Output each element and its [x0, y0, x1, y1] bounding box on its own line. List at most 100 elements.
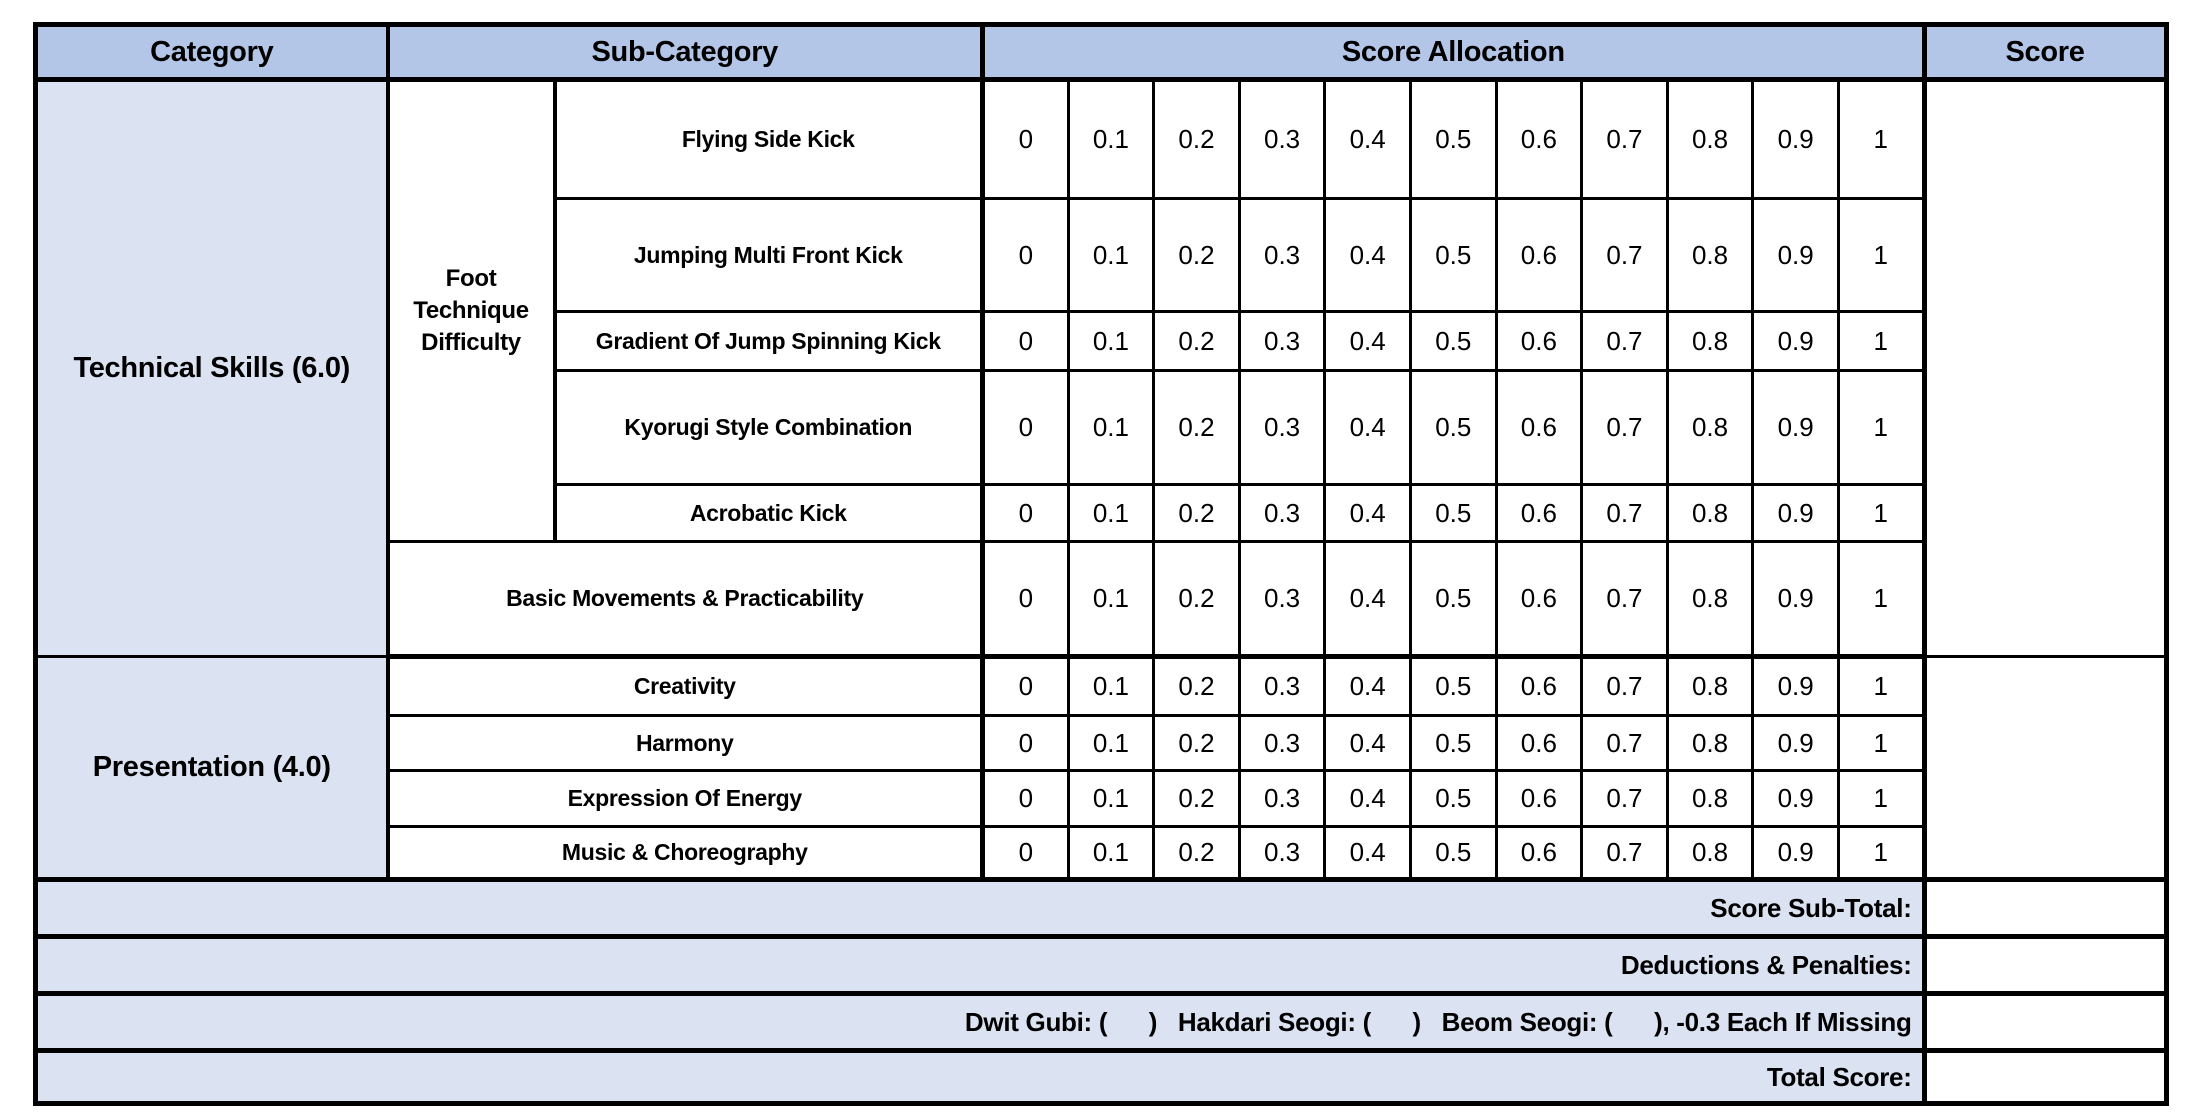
score-option-music-0[interactable]: 0 [981, 825, 1070, 882]
score-option-flying-0.6[interactable]: 0.6 [1494, 78, 1584, 200]
score-option-flying-0.8[interactable]: 0.8 [1665, 78, 1755, 200]
score-option-basic-0[interactable]: 0 [981, 540, 1070, 659]
score-option-acrobatic-0.8[interactable]: 0.8 [1665, 483, 1755, 543]
score-option-music-0.8[interactable]: 0.8 [1665, 825, 1755, 882]
score-option-acrobatic-0.5[interactable]: 0.5 [1408, 483, 1498, 543]
score-option-basic-1[interactable]: 1 [1836, 540, 1926, 659]
score-option-music-0.1[interactable]: 0.1 [1066, 825, 1156, 882]
score-option-kyorugi-0.3[interactable]: 0.3 [1237, 369, 1327, 486]
score-option-basic-0.2[interactable]: 0.2 [1152, 540, 1241, 659]
score-option-harmony-0.7[interactable]: 0.7 [1580, 714, 1669, 772]
score-option-gradient-0.9[interactable]: 0.9 [1751, 310, 1840, 372]
score-option-acrobatic-0.1[interactable]: 0.1 [1066, 483, 1156, 543]
score-option-creativity-0.6[interactable]: 0.6 [1494, 655, 1584, 717]
score-option-acrobatic-0.3[interactable]: 0.3 [1237, 483, 1327, 543]
score-option-kyorugi-0.8[interactable]: 0.8 [1665, 369, 1755, 486]
score-option-creativity-0.8[interactable]: 0.8 [1665, 655, 1755, 717]
score-option-kyorugi-1[interactable]: 1 [1836, 369, 1926, 486]
score-option-basic-0.5[interactable]: 0.5 [1408, 540, 1498, 659]
score-option-flying-0.9[interactable]: 0.9 [1751, 78, 1840, 200]
score-option-basic-0.4[interactable]: 0.4 [1323, 540, 1412, 659]
score-option-acrobatic-1[interactable]: 1 [1836, 483, 1926, 543]
score-option-expression-0[interactable]: 0 [981, 769, 1070, 828]
score-option-gradient-0.6[interactable]: 0.6 [1494, 310, 1584, 372]
score-option-flying-0.3[interactable]: 0.3 [1237, 78, 1327, 200]
score-option-creativity-0.9[interactable]: 0.9 [1751, 655, 1840, 717]
score-option-creativity-0.1[interactable]: 0.1 [1066, 655, 1156, 717]
score-option-basic-0.9[interactable]: 0.9 [1751, 540, 1840, 659]
score-option-acrobatic-0.4[interactable]: 0.4 [1323, 483, 1412, 543]
score-option-kyorugi-0.1[interactable]: 0.1 [1066, 369, 1156, 486]
score-option-expression-0.6[interactable]: 0.6 [1494, 769, 1584, 828]
score-option-jumping-0.5[interactable]: 0.5 [1408, 197, 1498, 313]
score-option-expression-0.3[interactable]: 0.3 [1237, 769, 1327, 828]
score-option-jumping-1[interactable]: 1 [1836, 197, 1926, 313]
score-cell-presentation[interactable] [1921, 655, 2168, 881]
score-option-music-0.2[interactable]: 0.2 [1152, 825, 1241, 882]
score-option-basic-0.3[interactable]: 0.3 [1237, 540, 1327, 659]
score-option-gradient-0.8[interactable]: 0.8 [1665, 310, 1755, 372]
score-option-music-0.3[interactable]: 0.3 [1237, 825, 1327, 882]
score-cell-stances[interactable] [1921, 991, 2168, 1053]
score-option-music-1[interactable]: 1 [1836, 825, 1926, 882]
score-option-music-0.5[interactable]: 0.5 [1408, 825, 1498, 882]
score-option-harmony-0.5[interactable]: 0.5 [1408, 714, 1498, 772]
score-option-kyorugi-0.2[interactable]: 0.2 [1152, 369, 1241, 486]
score-option-gradient-0.1[interactable]: 0.1 [1066, 310, 1156, 372]
score-option-creativity-0.2[interactable]: 0.2 [1152, 655, 1241, 717]
score-option-gradient-0.5[interactable]: 0.5 [1408, 310, 1498, 372]
score-option-kyorugi-0.6[interactable]: 0.6 [1494, 369, 1584, 486]
score-option-kyorugi-0.7[interactable]: 0.7 [1580, 369, 1669, 486]
score-option-gradient-1[interactable]: 1 [1836, 310, 1926, 372]
score-option-gradient-0.2[interactable]: 0.2 [1152, 310, 1241, 372]
score-option-music-0.6[interactable]: 0.6 [1494, 825, 1584, 882]
score-cell-technical-skills[interactable] [1921, 78, 2168, 658]
score-option-acrobatic-0.7[interactable]: 0.7 [1580, 483, 1669, 543]
score-option-harmony-0[interactable]: 0 [981, 714, 1070, 772]
score-option-jumping-0.2[interactable]: 0.2 [1152, 197, 1241, 313]
score-option-creativity-1[interactable]: 1 [1836, 655, 1926, 717]
score-option-jumping-0.4[interactable]: 0.4 [1323, 197, 1412, 313]
score-option-flying-0[interactable]: 0 [981, 78, 1070, 200]
score-option-creativity-0.5[interactable]: 0.5 [1408, 655, 1498, 717]
score-option-creativity-0.3[interactable]: 0.3 [1237, 655, 1327, 717]
score-option-basic-0.6[interactable]: 0.6 [1494, 540, 1584, 659]
score-option-flying-0.4[interactable]: 0.4 [1323, 78, 1412, 200]
score-option-jumping-0[interactable]: 0 [981, 197, 1070, 313]
score-option-jumping-0.1[interactable]: 0.1 [1066, 197, 1156, 313]
score-option-flying-0.7[interactable]: 0.7 [1580, 78, 1669, 200]
score-option-harmony-0.4[interactable]: 0.4 [1323, 714, 1412, 772]
score-option-harmony-1[interactable]: 1 [1836, 714, 1926, 772]
score-option-kyorugi-0.5[interactable]: 0.5 [1408, 369, 1498, 486]
score-option-basic-0.7[interactable]: 0.7 [1580, 540, 1669, 659]
score-option-acrobatic-0.2[interactable]: 0.2 [1152, 483, 1241, 543]
score-option-acrobatic-0[interactable]: 0 [981, 483, 1070, 543]
score-option-basic-0.8[interactable]: 0.8 [1665, 540, 1755, 659]
score-option-expression-0.8[interactable]: 0.8 [1665, 769, 1755, 828]
score-option-creativity-0.7[interactable]: 0.7 [1580, 655, 1669, 717]
score-option-kyorugi-0[interactable]: 0 [981, 369, 1070, 486]
score-option-jumping-0.8[interactable]: 0.8 [1665, 197, 1755, 313]
score-option-kyorugi-0.9[interactable]: 0.9 [1751, 369, 1840, 486]
score-option-flying-0.1[interactable]: 0.1 [1066, 78, 1156, 200]
score-option-creativity-0.4[interactable]: 0.4 [1323, 655, 1412, 717]
score-option-harmony-0.9[interactable]: 0.9 [1751, 714, 1840, 772]
score-cell-total[interactable] [1921, 1048, 2168, 1106]
score-option-harmony-0.2[interactable]: 0.2 [1152, 714, 1241, 772]
score-option-flying-0.5[interactable]: 0.5 [1408, 78, 1498, 200]
score-option-acrobatic-0.6[interactable]: 0.6 [1494, 483, 1584, 543]
score-option-jumping-0.7[interactable]: 0.7 [1580, 197, 1669, 313]
score-cell-deductions[interactable] [1921, 934, 2168, 996]
score-option-creativity-0[interactable]: 0 [981, 655, 1070, 717]
score-option-harmony-0.8[interactable]: 0.8 [1665, 714, 1755, 772]
score-option-harmony-0.3[interactable]: 0.3 [1237, 714, 1327, 772]
score-option-acrobatic-0.9[interactable]: 0.9 [1751, 483, 1840, 543]
score-option-expression-1[interactable]: 1 [1836, 769, 1926, 828]
score-option-gradient-0.7[interactable]: 0.7 [1580, 310, 1669, 372]
score-option-jumping-0.3[interactable]: 0.3 [1237, 197, 1327, 313]
score-option-flying-1[interactable]: 1 [1836, 78, 1926, 200]
score-option-music-0.7[interactable]: 0.7 [1580, 825, 1669, 882]
score-option-expression-0.9[interactable]: 0.9 [1751, 769, 1840, 828]
score-option-flying-0.2[interactable]: 0.2 [1152, 78, 1241, 200]
score-option-music-0.9[interactable]: 0.9 [1751, 825, 1840, 882]
